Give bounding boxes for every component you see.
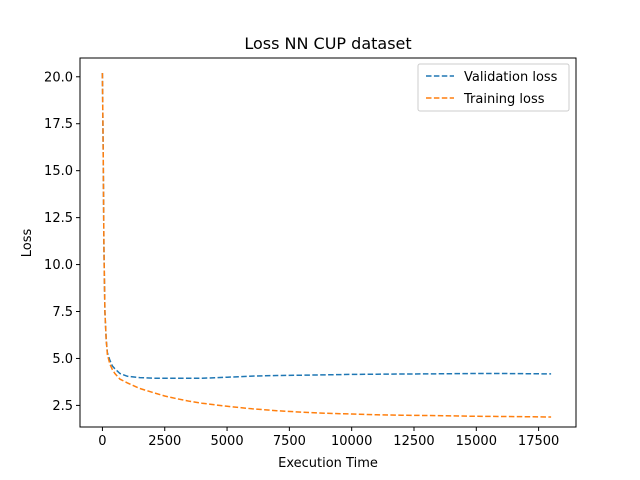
legend-label-validation: Validation loss — [464, 70, 558, 85]
plot-frame — [79, 57, 577, 428]
y-tick-label: 15.0 — [44, 164, 73, 179]
x-tick-label: 17500 — [518, 434, 559, 449]
x-tick-label: 12500 — [393, 434, 434, 449]
y-tick-label: 2.5 — [52, 399, 73, 414]
y-tick-label: 10.0 — [44, 258, 73, 273]
x-axis-label: Execution Time — [278, 456, 378, 471]
y-tick-label: 7.5 — [52, 305, 73, 320]
x-tick-label: 10000 — [331, 434, 372, 449]
x-tick-label: 5000 — [211, 434, 244, 449]
legend: Validation loss Training loss — [417, 63, 570, 112]
plot-lines — [101, 72, 552, 418]
y-tick-label: 5.0 — [52, 352, 73, 367]
x-tick-label: 0 — [98, 434, 106, 449]
x-tick-label: 7500 — [273, 434, 306, 449]
y-axis-label: Loss — [20, 229, 35, 258]
x-tick-label: 15000 — [456, 434, 497, 449]
y-tick-label: 20.0 — [44, 70, 73, 85]
legend-box — [417, 63, 570, 112]
x-tick-label: 2500 — [148, 434, 181, 449]
y-tick-label: 12.5 — [44, 211, 73, 226]
y-tick-label: 17.5 — [44, 117, 73, 132]
legend-label-training: Training loss — [463, 92, 545, 107]
y-axis-ticks: 2.5 5.0 7.5 10.0 12.5 15.0 17.5 20.0 — [44, 70, 80, 414]
series-line-training-loss — [101, 72, 552, 418]
chart-title: Loss NN CUP dataset — [244, 34, 411, 53]
series-line-validation-loss — [101, 72, 552, 379]
x-axis-ticks: 0 2500 5000 7500 10000 12500 15000 17500 — [98, 427, 559, 449]
